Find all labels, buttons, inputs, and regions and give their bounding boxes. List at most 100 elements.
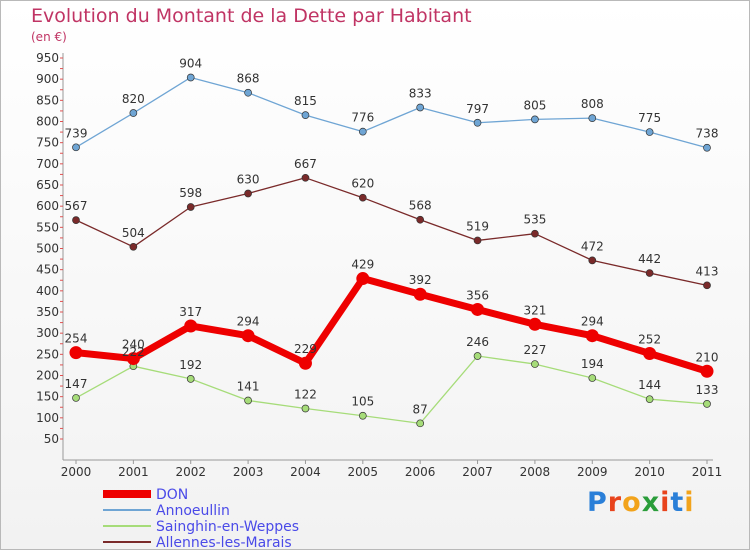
x-tick-label: 2005 [348,465,379,479]
data-label: 87 [413,402,428,416]
data-label: 442 [638,252,661,266]
x-tick-label: 2004 [290,465,321,479]
y-tick-label: 650 [36,178,59,192]
data-label: 192 [179,358,202,372]
x-tick-label: 2011 [692,465,723,479]
x-tick-label: 2000 [61,465,92,479]
data-point [72,216,80,224]
data-point [645,269,654,277]
data-label: 620 [351,177,374,191]
data-label: 598 [179,186,202,200]
logo-letter: t [670,487,685,518]
logo-letter: i [660,487,671,518]
data-point [473,236,482,245]
data-label: 294 [237,315,260,329]
data-point [703,143,711,152]
axes [60,53,713,461]
data-point [416,103,425,112]
data-point [358,411,367,420]
legend-label: DON [156,487,188,503]
data-point [645,128,654,136]
data-point [244,88,252,97]
data-point [244,396,252,405]
y-tick-label: 250 [36,347,59,361]
legend-label: Allennes-les-Marais [156,535,292,549]
data-point [528,317,542,331]
logo-letter: x [641,487,661,518]
data-point [356,272,370,286]
data-label: 321 [523,303,546,317]
data-label: 222 [122,345,145,359]
y-tick-label: 200 [36,369,59,383]
data-point [588,374,597,382]
data-label: 805 [523,98,546,112]
y-tick-label: 800 [36,115,59,129]
data-label: 739 [65,126,88,140]
data-label: 567 [65,199,88,213]
y-tick-label: 700 [36,157,59,171]
data-point [703,400,711,408]
data-point [186,203,195,211]
y-tick-label: 550 [36,220,59,234]
data-point [416,419,425,428]
x-tick-label: 2010 [634,465,665,479]
data-point [72,394,80,402]
data-label: 472 [581,239,604,253]
data-point [301,111,310,120]
data-point [126,352,140,366]
logo-letter: r [607,487,623,518]
data-label: 535 [523,213,546,227]
data-point [473,118,482,127]
data-point [588,114,597,122]
data-point [588,256,597,265]
data-point [241,329,255,343]
series-line-annoeullin [75,76,708,149]
data-label: 815 [294,94,317,108]
data-point [531,360,539,368]
y-tick-label: 400 [36,284,59,298]
data-point [585,329,599,343]
y-tick-label: 350 [36,305,59,319]
data-label: 194 [581,357,604,371]
data-point [69,346,83,360]
data-label: 504 [122,226,145,240]
data-label: 429 [351,258,374,272]
data-point [703,281,711,290]
data-label: 568 [409,199,432,213]
y-tick-label: 300 [36,326,59,340]
data-label: 133 [696,383,719,397]
y-tick-label: 500 [36,242,59,256]
data-label: 904 [179,56,202,70]
data-label: 413 [696,264,719,278]
data-label: 833 [409,87,432,101]
data-label: 667 [294,157,317,171]
data-point [244,189,252,198]
data-point [700,364,714,378]
series-line-don [72,275,711,375]
data-label: 240 [122,338,145,352]
data-label: 105 [351,395,374,409]
legend-label: Sainghin-en-Weppes [156,519,299,535]
y-tick-label: 150 [36,390,59,404]
data-label: 122 [294,388,317,402]
data-point [184,319,198,333]
data-point [298,356,312,370]
data-label: 210 [696,350,719,364]
data-label: 317 [179,305,202,319]
data-label: 356 [466,288,489,302]
x-tick-label: 2006 [405,465,436,479]
y-tick-labels: 50 100 150 200 250 300 350 400 450 500 550 600 650 70… [36,51,59,446]
data-label: 519 [466,219,489,233]
y-tick-label: 600 [36,199,59,213]
data-labels: 739 820 904 868 815 776 833 797 805 808 775 738 567 5… [65,56,719,416]
y-tick-label: 950 [36,51,59,65]
x-tick-label: 2001 [118,465,149,479]
data-label: 254 [65,332,88,346]
data-label: 227 [523,343,546,357]
data-point [129,242,138,251]
data-label: 252 [638,332,661,346]
chart-title: Evolution du Montant de la Dette par Hab… [31,5,472,27]
data-label: 776 [351,111,374,125]
